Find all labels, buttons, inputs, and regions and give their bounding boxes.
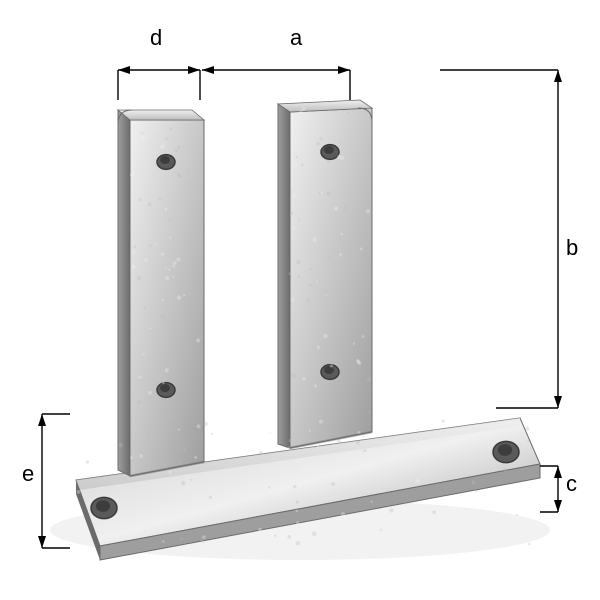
label-a: a [290,25,302,51]
diagram-svg [0,0,600,600]
diagram-stage: d a b c e [0,0,600,600]
label-b: b [566,235,578,261]
label-d: d [150,25,162,51]
label-c: c [566,471,577,497]
label-e: e [22,461,34,487]
bracket [76,100,540,560]
